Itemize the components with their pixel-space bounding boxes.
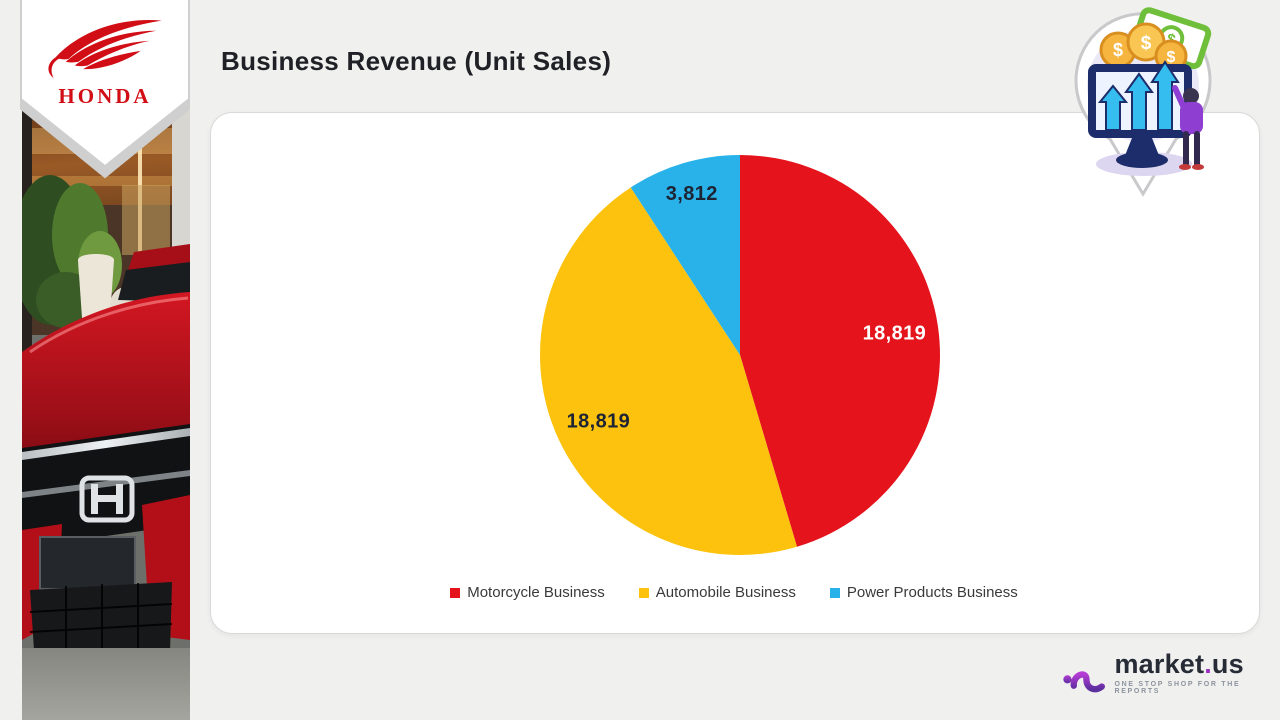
pie-slice-2	[540, 187, 797, 555]
legend-label-1: Motorcycle Business	[467, 584, 605, 601]
legend-item-2: Automobile Business	[638, 584, 796, 601]
pie-slice-1	[740, 155, 940, 547]
pie-label-3: 3,812	[666, 183, 718, 205]
marketus-tagline: ONE STOP SHOP FOR THE REPORTS	[1114, 681, 1241, 695]
legend-swatch-3	[829, 587, 840, 598]
pie-chart: 18,819 18,819 3,812	[540, 155, 940, 555]
growth-chart-illustration-icon: $ $ $ $	[1074, 7, 1212, 197]
legend-item-3: Power Products Business	[829, 584, 1018, 601]
pie-slice-3	[630, 155, 740, 355]
marketus-logo: market.us ONE STOP SHOP FOR THE REPORTS	[1062, 650, 1280, 696]
growth-pin-illustration: $ $ $ $	[1072, 6, 1214, 198]
marketus-brand-text: market.us	[1114, 649, 1244, 679]
honda-wordmark: HONDA	[58, 84, 152, 108]
svg-text:$: $	[1113, 40, 1123, 60]
svg-text:$: $	[1141, 33, 1152, 54]
svg-text:$: $	[1167, 49, 1176, 66]
pie-chart-svg: 18,819 18,819 3,812	[540, 155, 940, 555]
pie-label-2: 18,819	[567, 411, 631, 433]
legend-swatch-2	[638, 587, 649, 598]
page-title: Business Revenue (Unit Sales)	[221, 46, 612, 76]
marketus-wordmark: market.us ONE STOP SHOP FOR THE REPORTS	[1114, 649, 1280, 696]
legend-item-1: Motorcycle Business	[450, 584, 605, 601]
legend-label-3: Power Products Business	[846, 584, 1018, 601]
legend-swatch-1	[450, 587, 461, 598]
pie-label-1: 18,819	[863, 323, 927, 345]
chart-legend: Motorcycle Business Automobile Business Po…	[210, 584, 1258, 601]
marketus-logo-icon	[1063, 660, 1105, 693]
legend-label-2: Automobile Business	[655, 584, 796, 601]
honda-wing-icon	[48, 20, 162, 79]
